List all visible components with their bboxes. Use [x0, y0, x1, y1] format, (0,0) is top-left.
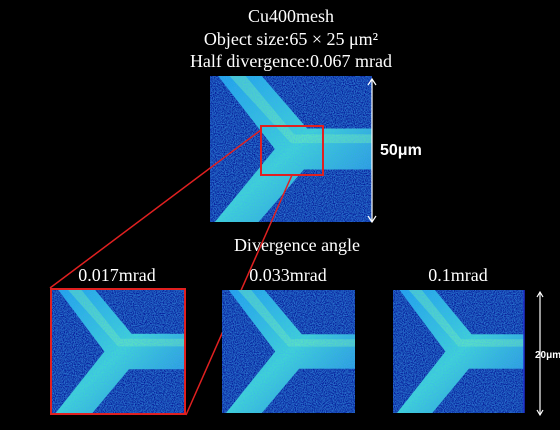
section-label: Divergence angle	[234, 235, 360, 255]
title-line: Half divergence:0.067 mrad	[190, 51, 392, 71]
figure: Cu400mesh Object size:65 × 25 μm² Half d…	[0, 0, 560, 430]
panel-label: 0.1mrad	[428, 265, 487, 285]
panel-image	[50, 288, 186, 415]
title-line: Object size:65 × 25 μm²	[204, 29, 378, 49]
panel-label: 0.017mrad	[78, 265, 155, 285]
panel-label: 0.033mrad	[249, 265, 326, 285]
panel-image	[393, 290, 524, 413]
title-line: Cu400mesh	[248, 6, 334, 26]
top-image	[210, 76, 372, 222]
scale-label: 50μm	[380, 142, 422, 159]
scale-label: 20μm	[535, 350, 560, 361]
panel-image	[222, 290, 355, 413]
